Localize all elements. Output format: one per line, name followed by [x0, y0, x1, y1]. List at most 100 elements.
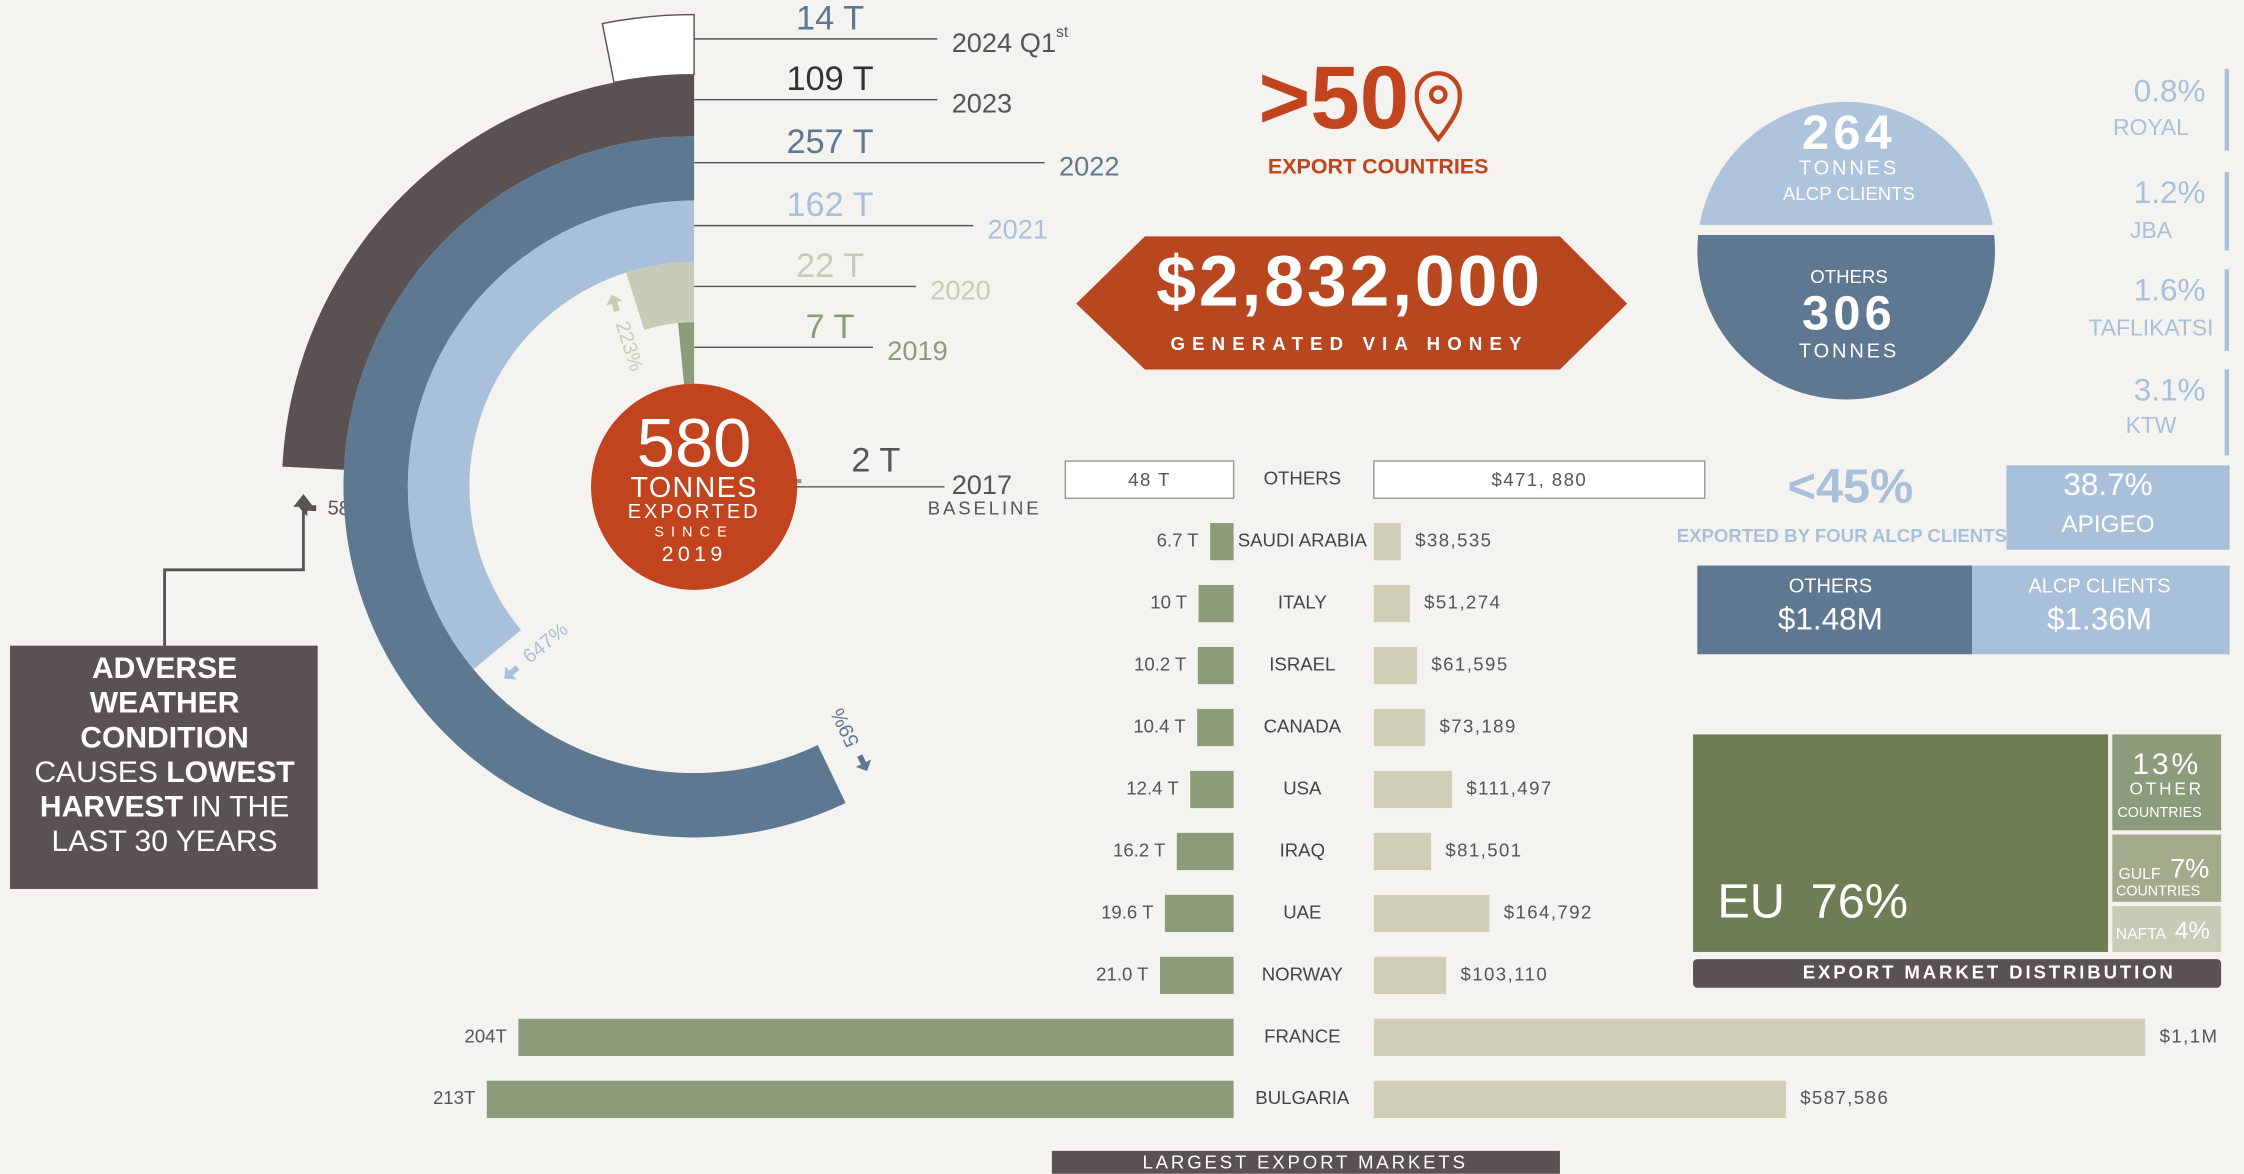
country-label: NORWAY — [1262, 963, 1343, 984]
year-label: 2023 — [952, 88, 1012, 119]
usd-bar — [1373, 956, 1447, 995]
clients-value: <45% — [1788, 460, 1914, 514]
total-unit: TONNES — [630, 472, 757, 504]
country-label: USA — [1283, 777, 1322, 798]
pin-icon — [1414, 71, 1462, 143]
countries-value: >50 — [1259, 48, 1410, 147]
volume-unit: TONNES — [1799, 341, 1899, 363]
country-label: BULGARIA — [1255, 1087, 1350, 1108]
part-value: 4% — [2175, 917, 2210, 944]
year-label: 2019 — [887, 335, 947, 366]
country-label: OTHERS — [1264, 468, 1341, 489]
note-segment: CAUSES — [34, 756, 166, 789]
country-label: ITALY — [1278, 592, 1327, 613]
note-line: ADVERSE — [92, 652, 237, 685]
usd-bar — [1373, 646, 1418, 685]
usd-bar — [1373, 708, 1426, 747]
year-label: 2021 — [987, 214, 1047, 245]
share-name: ROYAL — [2113, 114, 2189, 140]
usd-label: $164,792 — [1504, 901, 1593, 922]
distribution-title-bar — [1693, 959, 2222, 988]
tonnes-bar — [1210, 523, 1234, 561]
growth-arrow — [606, 294, 623, 313]
gulf-cell — [2112, 834, 2222, 902]
harvest-arc — [407, 200, 695, 670]
revenue-others — [1697, 565, 1973, 655]
usd-bar — [1373, 584, 1410, 623]
revenue-value: $2,832,000 — [1156, 241, 1543, 321]
usd-bar — [1373, 832, 1432, 871]
eu-label: EU 76% — [1717, 875, 1908, 929]
nafta-cell — [2112, 906, 2222, 952]
growth-arrow — [504, 665, 520, 680]
revenue-hexagon — [1076, 236, 1628, 370]
distribution-title: EXPORT MARKET DISTRIBUTION — [1803, 961, 2176, 982]
tonnes-label: 10 T — [1150, 592, 1187, 613]
harvest-arc — [601, 13, 695, 84]
volume-value: 264 — [1802, 106, 1896, 160]
usd-bar — [1373, 1018, 2146, 1056]
eu-cell — [1693, 734, 2109, 952]
year-label: 2024 Q1st — [952, 24, 1069, 57]
other-cell — [2112, 734, 2222, 831]
harvest-arc — [678, 322, 695, 385]
note-line: CONDITION — [80, 721, 249, 754]
tonnes-bar — [486, 1080, 1234, 1118]
note-segment: WEATHER — [90, 687, 240, 720]
revenue-split-label: ALCP CLIENTS — [2028, 575, 2170, 597]
tonnes-bar — [1176, 832, 1234, 871]
part-value: 13% — [2132, 748, 2201, 781]
tonnes-label: 213T — [433, 1087, 475, 1108]
country-label: ISRAEL — [1269, 653, 1335, 674]
note-segment: IN THE — [183, 790, 289, 823]
harvest-arc — [282, 74, 695, 470]
year-label: 2020 — [930, 274, 990, 305]
country-label: IRAQ — [1280, 839, 1325, 860]
connector — [163, 503, 305, 646]
total-value: 580 — [637, 404, 752, 481]
others-half — [1697, 234, 1995, 400]
value-label: 22 T — [796, 247, 864, 285]
tonnes-label: 10.2 T — [1134, 653, 1186, 674]
part-name: GULF — [2119, 866, 2161, 883]
country-label: UAE — [1283, 901, 1321, 922]
note-box — [10, 645, 318, 889]
value-label: 109 T — [786, 60, 873, 98]
usd-bar — [1373, 894, 1490, 933]
growth-arrow — [855, 754, 872, 771]
part-sub: COUNTRIES — [2117, 805, 2201, 821]
tonnes-bar — [1197, 646, 1234, 685]
usd-label: $61,595 — [1431, 653, 1508, 674]
tonnes-label: 6.7 T — [1157, 530, 1199, 551]
note-segment: HARVEST — [40, 790, 184, 823]
tonnes-label: 21.0 T — [1096, 963, 1148, 984]
part-name: NAFTA — [2116, 926, 2167, 943]
markets-title: LARGEST EXPORT MARKETS — [1142, 1152, 1467, 1173]
country-label: FRANCE — [1264, 1025, 1340, 1046]
apigeo-name: APIGEO — [2061, 511, 2154, 538]
value-label: 2 T — [851, 442, 900, 480]
volume-label: OTHERS — [1810, 266, 1887, 287]
year-suffix: st — [1056, 24, 1069, 41]
share-value: 1.2% — [2134, 175, 2206, 210]
part-value: 7% — [2170, 853, 2209, 884]
revenue-alcp — [1972, 565, 2230, 655]
tonnes-label: 48 T — [1128, 469, 1171, 490]
markets-title-bar — [1051, 1150, 1560, 1174]
tonnes-bar — [1159, 956, 1234, 995]
tonnes-bar — [1164, 894, 1234, 933]
eu-value: 76% — [1811, 875, 1908, 929]
tonnes-bar — [1198, 584, 1234, 623]
usd-label: $471, 880 — [1492, 469, 1588, 490]
eu-name: EU — [1717, 875, 1785, 929]
tonnes-label: 12.4 T — [1126, 777, 1178, 798]
year-label: 2022 — [1059, 151, 1119, 182]
part-sub: COUNTRIES — [2116, 884, 2200, 900]
usd-label: $73,189 — [1440, 715, 1517, 736]
usd-label: $38,535 — [1415, 530, 1492, 551]
countries-label: EXPORT COUNTRIES — [1268, 154, 1489, 178]
usd-bar — [1373, 770, 1453, 809]
apigeo-box — [2006, 465, 2230, 550]
usd-label: $587,586 — [1800, 1087, 1889, 1108]
